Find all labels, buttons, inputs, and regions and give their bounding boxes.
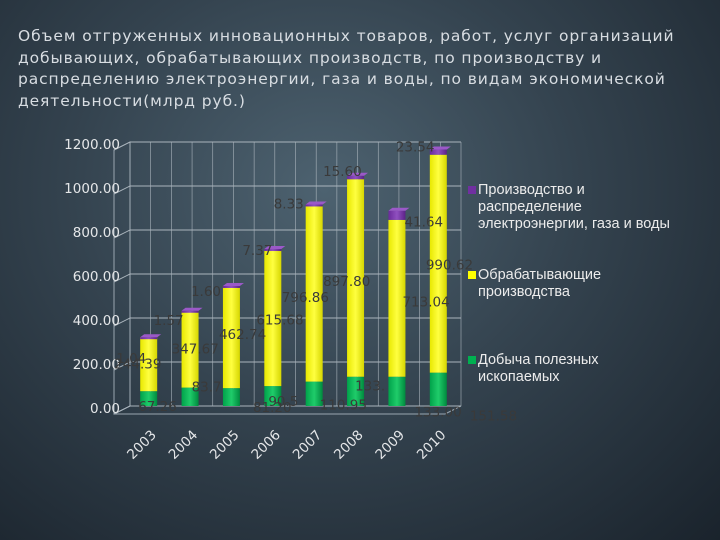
gridline-side xyxy=(113,361,131,371)
bar-manufacturing xyxy=(347,179,365,377)
gridline-side xyxy=(113,229,131,239)
data-label: 110.95 xyxy=(320,398,367,414)
bar-production xyxy=(388,210,406,220)
bar-cap xyxy=(305,201,327,205)
bar-manufacturing xyxy=(181,311,199,388)
bar-mining xyxy=(181,387,199,406)
data-label: 713.04 xyxy=(402,294,449,310)
legend-label-mining: Добыча полезных ископаемых xyxy=(478,352,599,385)
gridline-side xyxy=(113,405,131,415)
bar-cap xyxy=(222,282,244,286)
data-label: 462.74 xyxy=(219,327,266,343)
legend-item-mining: Добыча полезных ископаемых xyxy=(468,352,678,386)
data-label: 151.58 xyxy=(470,409,517,425)
bar-cap xyxy=(140,334,162,338)
bar-manufacturing xyxy=(429,154,447,373)
x-tick-label: 2006 xyxy=(248,427,284,463)
x-tick-label: 2008 xyxy=(331,427,367,463)
x-tick-label: 2009 xyxy=(372,427,408,463)
x-tick-label: 2010 xyxy=(414,427,450,463)
x-tick-label: 2005 xyxy=(207,427,243,463)
x-tick-label: 2003 xyxy=(124,427,160,463)
data-label: 41.64 xyxy=(404,215,443,231)
data-label: 615.68 xyxy=(256,312,303,328)
bar-cap xyxy=(181,307,203,311)
data-label: 83.7 xyxy=(192,380,222,396)
data-label: 23.54 xyxy=(396,140,435,156)
chart-title: Объем отгруженных инновационных товаров,… xyxy=(18,27,675,110)
data-label: 81.20 xyxy=(253,400,292,416)
bar-mining xyxy=(305,381,323,406)
bar-cap xyxy=(388,207,410,211)
data-label: 1.57 xyxy=(154,313,184,329)
legend-item-production: Производство и распределение электроэнер… xyxy=(468,182,678,233)
bar-production xyxy=(222,285,240,288)
y-tick-label: 1200.00 xyxy=(64,137,120,153)
data-label: 67.26 xyxy=(138,399,177,415)
data-label: 90.5 xyxy=(268,394,298,410)
legend-label-manufacturing: Обрабатывающие производства xyxy=(478,267,602,300)
y-tick-label: 400.00 xyxy=(73,313,120,329)
bar-production xyxy=(181,310,199,313)
bar-production xyxy=(305,204,323,207)
bar-mining xyxy=(264,386,282,406)
y-tick-label: 600.00 xyxy=(73,269,120,285)
data-label: 15.60 xyxy=(323,164,362,180)
x-tick-label: 2004 xyxy=(166,427,202,463)
bar-manufacturing xyxy=(222,286,240,389)
bar-mining xyxy=(429,372,447,406)
x-tick-label: 2007 xyxy=(290,427,326,463)
legend-swatch-production xyxy=(468,186,476,194)
data-label: 244.39 xyxy=(114,356,161,372)
gridline-side xyxy=(113,317,131,327)
data-label: 1.60 xyxy=(191,284,221,300)
data-label: 8.33 xyxy=(274,196,304,212)
data-label: 7.37 xyxy=(242,243,272,259)
bar-production xyxy=(347,175,365,180)
gridline-side xyxy=(113,141,131,151)
x-axis: 2003 2004 2005 2006 2007 2008 2009 2010 xyxy=(124,427,449,463)
legend-item-manufacturing: Обрабатывающие производства xyxy=(468,267,678,301)
bar-cap xyxy=(429,146,451,150)
legend-swatch-manufacturing xyxy=(468,271,476,279)
y-tick-label: 1000.00 xyxy=(64,181,120,197)
data-label: 133. xyxy=(355,379,385,395)
y-axis: 0.00 200.00 400.00 600.00 800.00 1000.00 1200.… xyxy=(64,137,120,417)
gridline-side xyxy=(113,273,131,283)
bar-production xyxy=(140,337,158,340)
bar-production xyxy=(429,149,447,155)
bar-mining xyxy=(388,376,406,406)
bar-manufacturing xyxy=(305,206,323,382)
bars xyxy=(140,146,451,406)
bar-cap xyxy=(264,246,286,250)
bar-production xyxy=(264,249,282,252)
bar-manufacturing xyxy=(264,250,282,387)
bar-manufacturing xyxy=(388,219,406,377)
y-tick-label: 0.00 xyxy=(90,401,120,417)
data-label: 347.67 xyxy=(172,341,219,357)
bar-mining xyxy=(222,388,240,406)
legend-label-production: Производство и распределение электроэнер… xyxy=(478,182,670,232)
legend-swatch-mining xyxy=(468,356,476,364)
y-tick-label: 800.00 xyxy=(73,225,120,241)
bar-mining xyxy=(140,391,158,406)
bar-mining xyxy=(347,376,365,406)
data-label: 990.62 xyxy=(426,258,473,274)
data-label: 796.86 xyxy=(282,290,329,306)
data-label: 897.80 xyxy=(323,274,370,290)
bar-cap xyxy=(347,172,369,176)
bar-manufacturing xyxy=(140,337,158,392)
y-tick-label: 200.00 xyxy=(73,357,120,373)
gridline-side xyxy=(113,185,131,195)
gridlines xyxy=(113,141,462,415)
data-label: 133.00 xyxy=(414,405,461,421)
data-label: 1.04 xyxy=(116,351,146,367)
